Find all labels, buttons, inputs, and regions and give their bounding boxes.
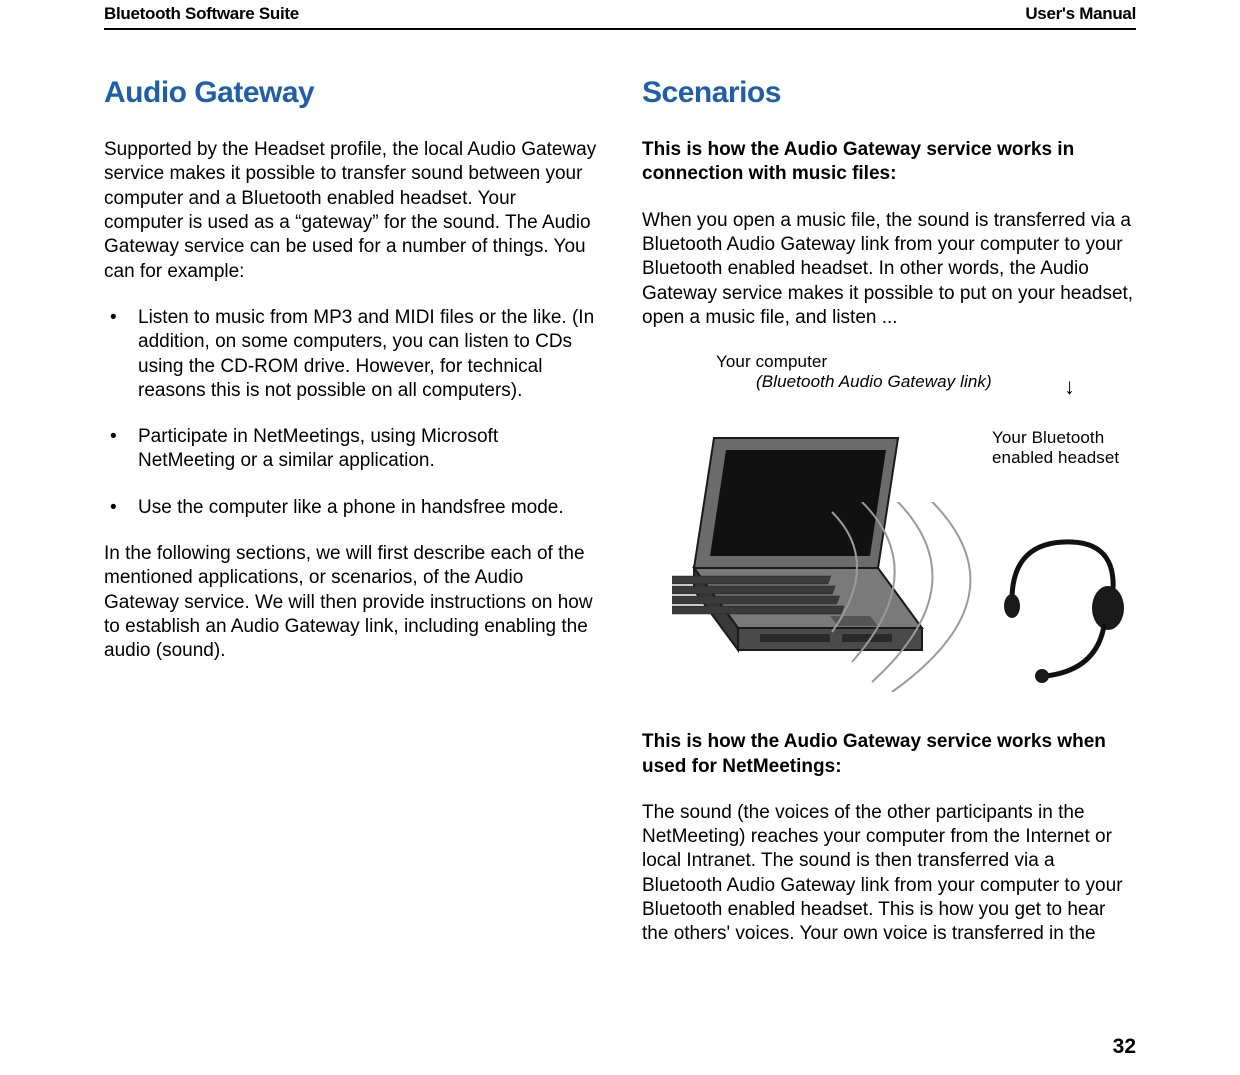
page-number: 32 bbox=[1113, 1035, 1136, 1059]
right-para2: When you open a music file, the sound is… bbox=[642, 209, 1136, 331]
left-outro: In the following sections, we will first… bbox=[104, 542, 598, 664]
left-column: Audio Gateway Supported by the Headset p… bbox=[104, 76, 598, 969]
page-header: Bluetooth Software Suite User's Manual bbox=[104, 0, 1136, 30]
right-title: Scenarios bbox=[642, 76, 1136, 110]
arrow-down-icon: ↓ bbox=[1064, 374, 1075, 400]
header-right: User's Manual bbox=[1025, 4, 1136, 24]
left-intro: Supported by the Headset profile, the lo… bbox=[104, 138, 598, 284]
headset-icon bbox=[992, 530, 1132, 690]
page: Bluetooth Software Suite User's Manual A… bbox=[0, 0, 1240, 1075]
left-bullets: Listen to music from MP3 and MIDI files … bbox=[104, 306, 598, 520]
bullet-item: Participate in NetMeetings, using Micros… bbox=[104, 425, 598, 474]
audio-gateway-diagram: Your computer (Bluetooth Audio Gateway l… bbox=[642, 352, 1136, 712]
diagram-label-computer: Your computer bbox=[716, 352, 827, 372]
diagram-label-headset-2: enabled headset bbox=[992, 448, 1119, 468]
bullet-item: Listen to music from MP3 and MIDI files … bbox=[104, 306, 598, 403]
right-column: Scenarios This is how the Audio Gateway … bbox=[642, 76, 1136, 969]
diagram-label-headset-1: Your Bluetooth bbox=[992, 428, 1104, 448]
right-para4: The sound (the voices of the other parti… bbox=[642, 801, 1136, 947]
left-title: Audio Gateway bbox=[104, 76, 598, 110]
content-columns: Audio Gateway Supported by the Headset p… bbox=[104, 76, 1136, 969]
right-para3: This is how the Audio Gateway service wo… bbox=[642, 730, 1136, 779]
diagram-label-link: (Bluetooth Audio Gateway link) bbox=[756, 372, 992, 392]
right-para1: This is how the Audio Gateway service wo… bbox=[642, 138, 1136, 187]
header-left: Bluetooth Software Suite bbox=[104, 4, 299, 24]
bullet-item: Use the computer like a phone in handsfr… bbox=[104, 496, 598, 520]
